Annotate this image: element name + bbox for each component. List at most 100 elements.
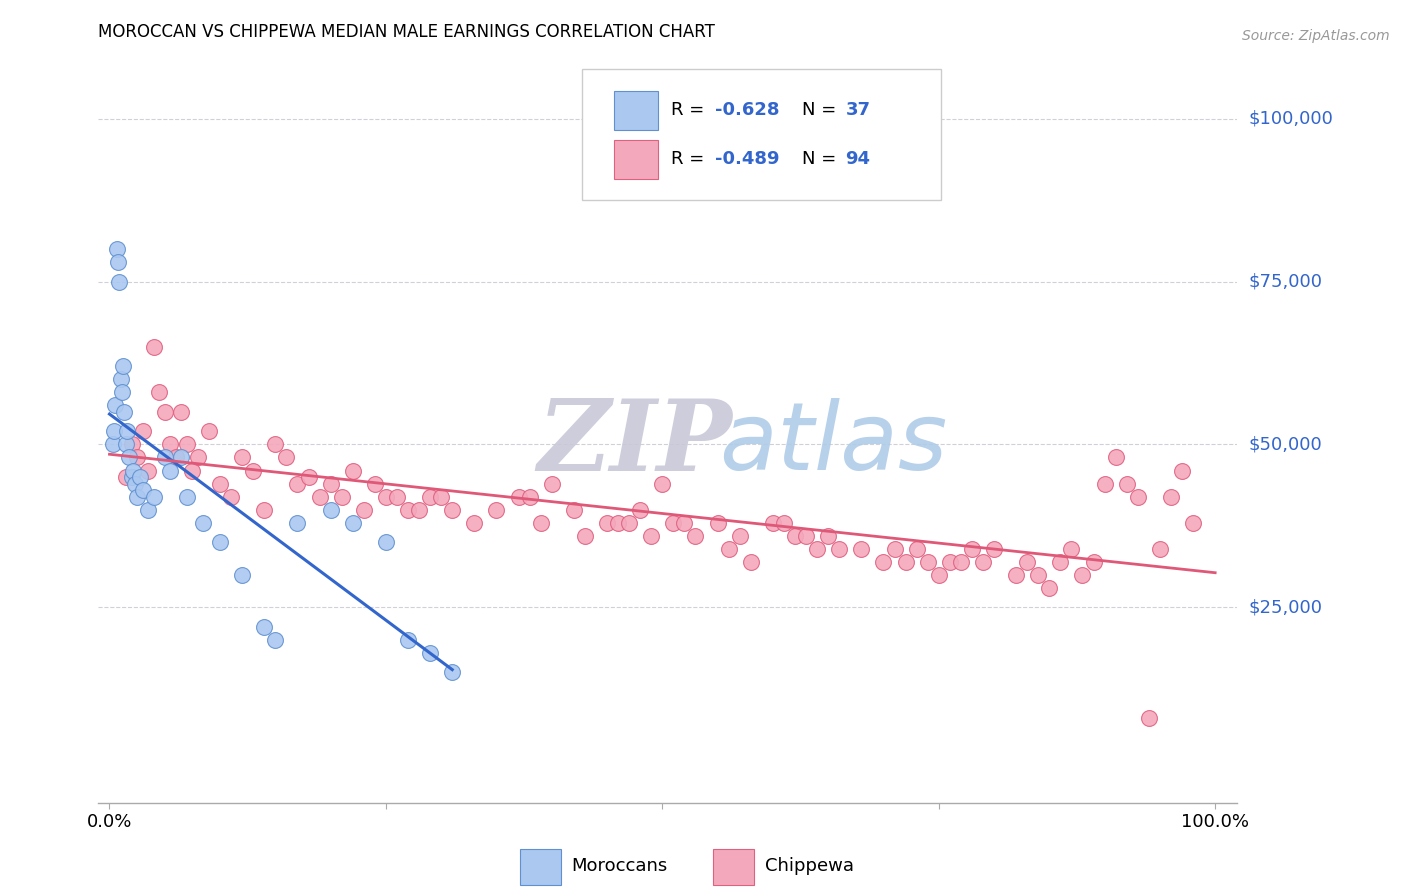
Text: N =: N = xyxy=(803,102,842,120)
Point xyxy=(949,555,972,569)
Point xyxy=(828,541,851,556)
Point xyxy=(1149,541,1171,556)
Text: $25,000: $25,000 xyxy=(1249,599,1323,616)
Point xyxy=(817,529,839,543)
Point xyxy=(209,535,232,549)
Text: R =: R = xyxy=(671,150,710,169)
Text: Moroccans: Moroccans xyxy=(571,857,668,875)
Point xyxy=(142,340,165,354)
Point xyxy=(131,483,153,497)
Point xyxy=(617,516,640,530)
Point xyxy=(118,450,141,465)
Point xyxy=(127,450,149,465)
Point xyxy=(103,425,125,439)
Point xyxy=(219,490,242,504)
Point xyxy=(396,502,419,516)
Point xyxy=(706,516,728,530)
Point xyxy=(562,502,585,516)
Text: atlas: atlas xyxy=(718,398,948,489)
Text: -0.628: -0.628 xyxy=(714,102,779,120)
Point xyxy=(1083,555,1105,569)
Point xyxy=(105,242,128,256)
Point xyxy=(1137,711,1160,725)
Point xyxy=(107,255,129,269)
Point xyxy=(129,470,152,484)
Point xyxy=(530,516,553,530)
Point xyxy=(159,463,181,477)
Text: Source: ZipAtlas.com: Source: ZipAtlas.com xyxy=(1241,29,1389,43)
Text: $75,000: $75,000 xyxy=(1249,273,1323,291)
Point xyxy=(364,476,387,491)
Point xyxy=(136,463,159,477)
Point xyxy=(142,490,165,504)
Point xyxy=(894,555,917,569)
Point xyxy=(111,385,134,400)
Bar xyxy=(520,849,561,885)
Point xyxy=(297,470,319,484)
Point xyxy=(640,529,662,543)
Point xyxy=(1017,555,1039,569)
Point xyxy=(108,275,131,289)
Point xyxy=(308,490,330,504)
Point xyxy=(685,529,707,543)
Point xyxy=(408,502,430,516)
Point xyxy=(287,516,309,530)
Point xyxy=(148,385,170,400)
Point xyxy=(740,555,762,569)
Bar xyxy=(713,849,755,885)
Point xyxy=(115,425,138,439)
Point xyxy=(121,437,143,451)
Text: N =: N = xyxy=(803,150,842,169)
Point xyxy=(231,567,253,582)
Point xyxy=(662,516,685,530)
Point xyxy=(419,490,441,504)
Point xyxy=(1071,567,1094,582)
Point xyxy=(111,359,134,374)
Point xyxy=(1171,463,1194,477)
Point xyxy=(794,529,817,543)
Point xyxy=(396,632,419,647)
Point xyxy=(231,450,253,465)
Point xyxy=(1060,541,1083,556)
Point xyxy=(851,541,873,556)
Point xyxy=(430,490,453,504)
Point xyxy=(1126,490,1149,504)
Point xyxy=(193,516,215,530)
Point xyxy=(972,555,994,569)
Text: ZIP: ZIP xyxy=(537,395,733,491)
Point xyxy=(159,437,181,451)
Point xyxy=(342,516,364,530)
Point xyxy=(253,620,276,634)
Point xyxy=(124,476,146,491)
Point xyxy=(131,425,153,439)
Point xyxy=(209,476,232,491)
Point xyxy=(264,632,287,647)
Point xyxy=(187,450,209,465)
Point xyxy=(165,450,187,465)
Point xyxy=(773,516,796,530)
Point xyxy=(176,490,198,504)
Point xyxy=(374,490,396,504)
Text: $100,000: $100,000 xyxy=(1249,110,1333,128)
Text: 94: 94 xyxy=(845,150,870,169)
Point xyxy=(960,541,983,556)
Point xyxy=(651,476,673,491)
Point xyxy=(385,490,408,504)
Text: 37: 37 xyxy=(845,102,870,120)
Text: MOROCCAN VS CHIPPEWA MEDIAN MALE EARNINGS CORRELATION CHART: MOROCCAN VS CHIPPEWA MEDIAN MALE EARNING… xyxy=(98,23,716,41)
Text: -0.489: -0.489 xyxy=(714,150,779,169)
Point xyxy=(1094,476,1116,491)
Point xyxy=(121,463,143,477)
Point xyxy=(917,555,939,569)
Point xyxy=(463,516,485,530)
FancyBboxPatch shape xyxy=(582,69,941,200)
Point xyxy=(198,425,221,439)
Point xyxy=(287,476,309,491)
Point xyxy=(121,470,143,484)
Point xyxy=(441,665,464,680)
Point xyxy=(485,502,508,516)
Point xyxy=(607,516,630,530)
Point xyxy=(728,529,751,543)
Point xyxy=(519,490,541,504)
Point xyxy=(596,516,619,530)
